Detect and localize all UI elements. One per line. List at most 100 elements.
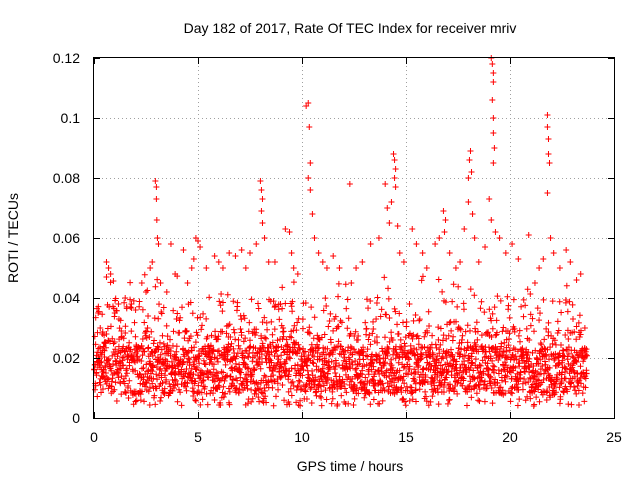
data-point — [176, 317, 183, 324]
data-point — [411, 345, 418, 352]
data-point — [164, 342, 171, 349]
data-point — [202, 361, 209, 368]
data-point — [302, 300, 309, 307]
data-point — [256, 398, 263, 405]
data-point — [192, 339, 199, 346]
data-point — [200, 310, 207, 317]
data-point — [374, 339, 381, 346]
data-point — [389, 364, 396, 371]
data-point — [527, 395, 534, 402]
data-point — [409, 226, 416, 232]
data-point — [343, 305, 350, 312]
data-point — [222, 361, 229, 368]
data-point — [197, 244, 204, 250]
data-point — [279, 328, 286, 335]
data-point — [305, 371, 312, 378]
data-point — [362, 319, 369, 326]
data-point — [247, 250, 253, 256]
data-point — [443, 374, 450, 381]
data-point — [363, 296, 370, 303]
data-point — [321, 331, 328, 338]
data-point — [547, 344, 554, 351]
data-point — [487, 353, 494, 360]
data-point — [408, 388, 415, 395]
data-point — [99, 386, 106, 393]
data-point — [583, 351, 590, 358]
data-point — [494, 379, 501, 386]
data-point — [134, 348, 141, 355]
data-point — [223, 330, 230, 337]
data-point — [419, 250, 426, 256]
data-point — [282, 372, 289, 379]
data-point — [174, 310, 181, 317]
data-point — [432, 341, 439, 348]
data-point — [224, 291, 231, 298]
data-point — [257, 365, 264, 372]
data-point — [577, 271, 584, 277]
data-point — [226, 347, 233, 354]
data-point — [91, 333, 98, 340]
data-point — [490, 160, 497, 166]
data-point — [426, 352, 433, 359]
data-point — [489, 325, 496, 332]
data-point — [287, 385, 294, 392]
data-point — [288, 250, 295, 256]
data-point — [200, 377, 207, 384]
data-point — [562, 332, 569, 339]
data-point — [221, 377, 228, 384]
data-point — [472, 325, 479, 332]
data-point — [319, 365, 326, 372]
data-point — [537, 310, 544, 317]
data-point — [398, 384, 405, 391]
data-point — [242, 335, 249, 342]
data-point — [248, 296, 255, 303]
data-point — [472, 341, 479, 348]
data-point — [546, 160, 553, 166]
data-point — [175, 363, 182, 370]
data-point — [112, 346, 119, 353]
data-point — [573, 277, 580, 283]
data-point — [145, 377, 152, 384]
data-point — [297, 402, 304, 409]
data-point — [197, 401, 204, 408]
data-point — [383, 311, 390, 318]
data-point — [436, 235, 443, 241]
data-point — [360, 356, 367, 363]
data-point — [399, 377, 406, 384]
data-point — [467, 286, 474, 293]
data-point — [251, 366, 258, 373]
data-point — [132, 367, 139, 374]
data-point — [515, 256, 522, 262]
data-point — [170, 385, 177, 392]
data-point — [416, 386, 423, 393]
data-point — [457, 259, 464, 265]
data-point — [284, 341, 291, 348]
data-point — [105, 265, 112, 271]
data-point — [141, 271, 148, 278]
data-point — [342, 385, 349, 392]
data-point — [418, 277, 425, 284]
data-point — [471, 292, 478, 299]
data-point — [196, 360, 203, 367]
data-point — [383, 374, 390, 381]
data-point — [219, 308, 226, 315]
data-point — [302, 388, 309, 395]
data-point — [580, 369, 587, 376]
data-point — [298, 385, 305, 392]
data-point — [473, 390, 480, 397]
data-point — [110, 277, 117, 284]
data-point — [195, 355, 202, 362]
data-point — [565, 336, 572, 343]
data-point — [449, 298, 456, 305]
data-point — [283, 336, 290, 343]
data-point — [552, 341, 559, 348]
data-point — [401, 380, 408, 387]
data-point — [194, 364, 201, 371]
data-point — [236, 386, 243, 393]
data-point — [136, 303, 143, 310]
data-point — [510, 345, 517, 352]
data-point — [505, 342, 512, 349]
data-point — [264, 379, 271, 386]
data-point — [465, 175, 472, 181]
data-point — [516, 396, 523, 403]
